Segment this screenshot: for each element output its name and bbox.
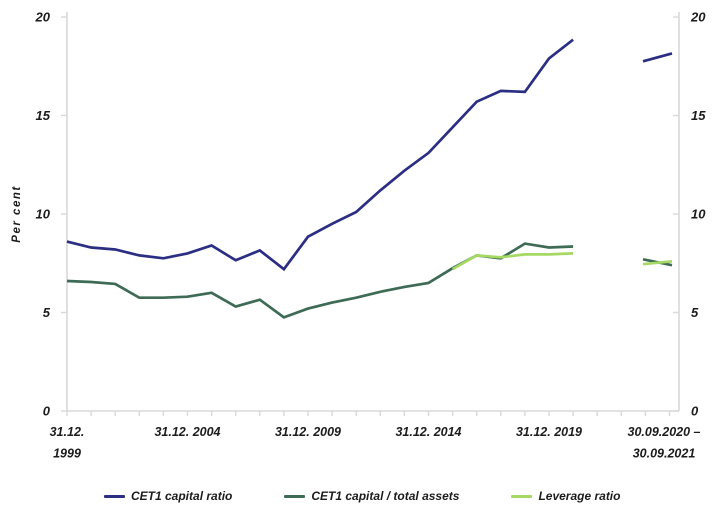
y-axis-tick-label: 0 — [43, 404, 51, 419]
legend-swatch-cet1-capital-total-assets — [284, 494, 306, 498]
x-axis-tick-label: 31.12. 2009 — [275, 425, 341, 439]
x-axis-tick-label: 1999 — [53, 447, 81, 461]
legend-item-cet1-capital-total-assets: CET1 capital / total assets — [284, 489, 459, 503]
y-axis-tick-label: 5 — [43, 305, 51, 320]
series-segment-leverage-ratio — [642, 259, 673, 266]
x-axis-tick-label: 31.12. — [50, 425, 85, 439]
x-axis-tick-label: 31.12. 2014 — [395, 425, 461, 439]
x-axis-tick-label: 30.09.2021 — [633, 447, 696, 461]
legend-label: CET1 capital / total assets — [311, 489, 460, 503]
y-axis-tick-label: 15 — [691, 108, 706, 123]
series-line-cet1-capital-ratio — [66, 38, 574, 272]
series-line-leverage-ratio — [451, 252, 574, 271]
y-axis-tick-label: 0 — [691, 404, 699, 419]
y-axis-title: Per cent — [11, 185, 23, 242]
x-axis-tick-label: 31.12. 2004 — [154, 425, 220, 439]
legend-item-leverage-ratio: Leverage ratio — [511, 489, 620, 503]
series-segment-cet1-capital-ratio — [642, 52, 673, 63]
legend-item-cet1-capital-ratio: CET1 capital ratio — [104, 489, 232, 503]
legend-label: Leverage ratio — [538, 489, 621, 503]
legend-swatch-cet1-capital-ratio — [104, 494, 125, 498]
chart-legend: CET1 capital ratio CET1 capital / total … — [0, 489, 714, 503]
line-chart: 0 0 5 5 10 10 15 15 20 20 Per cent 31.12. 1999 31.12.… — [11, 10, 706, 461]
x-axis-tick-label: 31.12. 2019 — [516, 425, 582, 439]
y-axis-tick-label: 10 — [36, 207, 51, 222]
y-axis-tick-label: 10 — [691, 207, 706, 222]
y-axis-tick-label: 20 — [35, 10, 51, 25]
legend-label: CET1 capital ratio — [131, 489, 233, 503]
y-axis-tick-label: 20 — [690, 10, 706, 25]
y-axis-tick-label: 15 — [36, 108, 51, 123]
legend-swatch-leverage-ratio — [511, 494, 533, 498]
y-axis-tick-label: 5 — [691, 305, 699, 320]
x-axis-tick-label: 30.09.2020 – — [628, 425, 701, 439]
